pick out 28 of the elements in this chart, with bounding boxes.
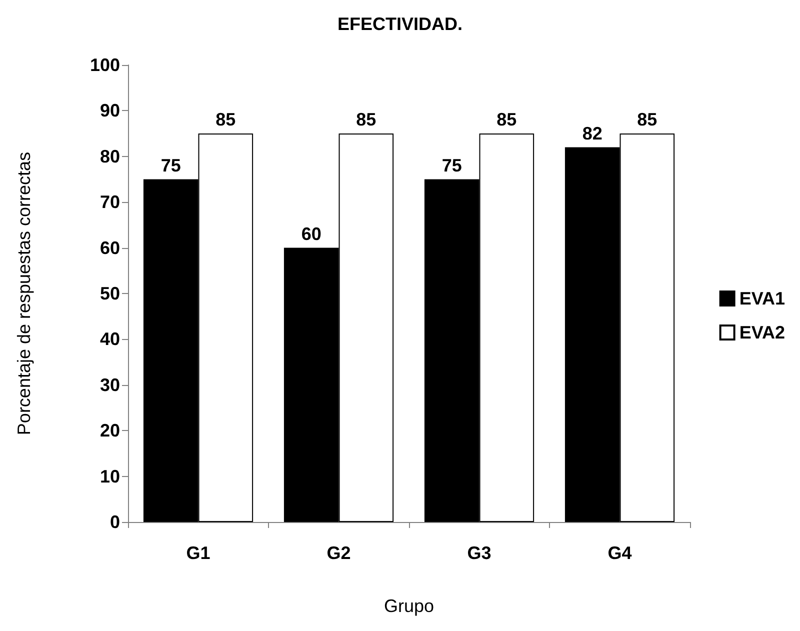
x-axis-title: Grupo: [384, 596, 434, 616]
y-tick-label: 90: [100, 100, 120, 121]
y-tick-label: 50: [100, 284, 120, 304]
data-label: 85: [637, 110, 658, 130]
chart-title: EFECTIVIDAD.: [337, 14, 463, 34]
y-tick-label: 100: [90, 55, 120, 75]
y-tick-label: 20: [100, 420, 120, 441]
data-label: 75: [442, 155, 462, 176]
data-label: 85: [356, 110, 376, 130]
y-tick-label: 80: [100, 146, 120, 166]
y-tick-label: 60: [100, 238, 120, 258]
legend-label: EVA2: [739, 322, 785, 342]
y-axis-title: Porcentaje de respuestas correctas: [14, 152, 34, 436]
y-tick-label: 40: [100, 329, 120, 350]
legend-label: EVA1: [739, 288, 785, 308]
x-tick-label: G2: [326, 543, 351, 563]
data-label: 75: [160, 155, 181, 176]
y-tick-label: 10: [100, 466, 120, 486]
data-label: 85: [216, 110, 236, 130]
x-tick-label: G4: [608, 543, 632, 563]
data-label: 82: [582, 123, 602, 144]
data-label: 85: [496, 110, 517, 130]
y-tick-label: 70: [100, 192, 120, 212]
x-tick-label: G1: [186, 543, 210, 563]
y-tick-label: 0: [110, 512, 120, 532]
x-tick-label: G3: [467, 543, 492, 563]
data-label: 60: [301, 224, 322, 244]
y-tick-label: 30: [100, 374, 120, 395]
